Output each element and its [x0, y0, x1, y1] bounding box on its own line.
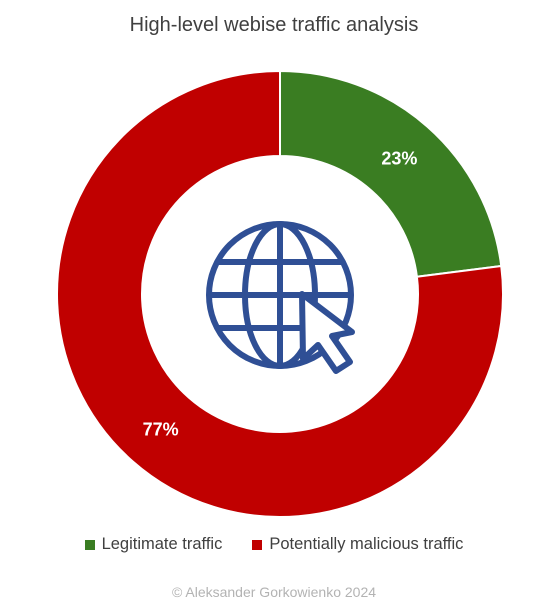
slice-labels: 23% 77% — [143, 149, 418, 440]
legend-item-malicious: Potentially malicious traffic — [252, 535, 463, 554]
legend-label-legitimate: Legitimate traffic — [101, 535, 223, 553]
donut-slices — [56, 69, 504, 518]
slice-legitimate-label: 23% — [381, 149, 417, 169]
slice-legitimate — [279, 69, 503, 278]
legend: Legitimate traffic Potentially malicious… — [0, 535, 548, 554]
legend-swatch-malicious — [252, 539, 263, 550]
slice-malicious — [56, 69, 504, 518]
legend-item-legitimate: Legitimate traffic — [84, 535, 223, 554]
copyright-text: © Aleksander Gorkowienko 2024 — [171, 584, 377, 600]
globe-cursor-icon — [206, 221, 355, 374]
chart-title: High-level webise traffic analysis — [129, 14, 419, 36]
legend-label-malicious: Potentially malicious traffic — [269, 535, 464, 553]
legend-swatch-legitimate — [84, 539, 95, 550]
slice-malicious-label: 77% — [143, 419, 179, 439]
